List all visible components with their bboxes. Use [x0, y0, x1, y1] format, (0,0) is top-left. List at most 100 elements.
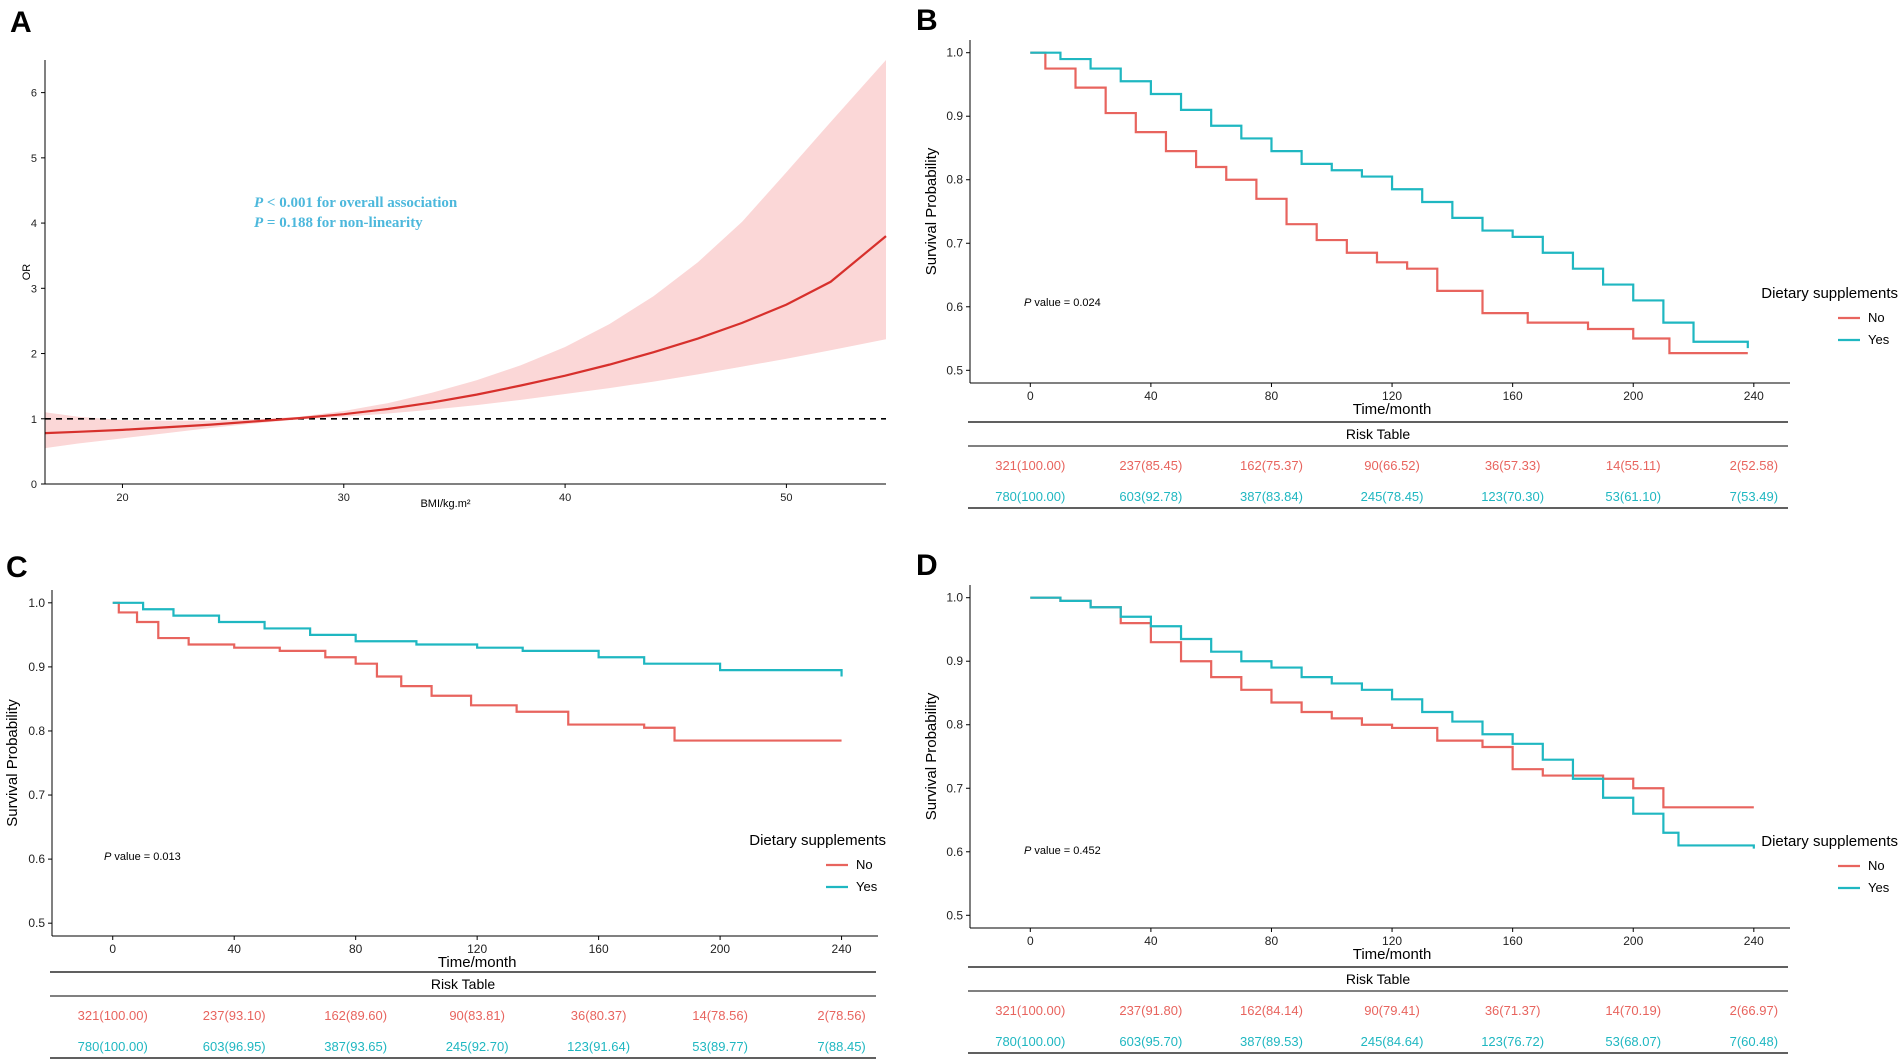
y-tick-label: 1.0 — [28, 596, 45, 610]
panel-d: D 0.5 0.6 0.7 0.8 0.9 1.0 0 40 80 120 160 200 240 Time… — [916, 549, 1898, 1054]
y-axis-title: Survival Probability — [4, 699, 21, 827]
risk-cell-yes: 7(53.49) — [1730, 489, 1778, 504]
y-tick-label: 3 — [31, 283, 37, 295]
y-tick-label: 0.9 — [28, 660, 45, 674]
risk-cell-no: 2(52.58) — [1730, 458, 1778, 473]
x-tick-label: 0 — [109, 942, 116, 956]
risk-cell-yes: 53(61.10) — [1605, 489, 1661, 504]
x-tick-label: 30 — [338, 492, 350, 504]
risk-cell-yes: 780(100.00) — [995, 1034, 1065, 1049]
x-tick-label: 0 — [1027, 934, 1034, 948]
y-tick-label: 4 — [31, 218, 37, 230]
x-axis-title: Time/month — [438, 954, 517, 971]
km-curve-no — [1030, 51, 1748, 355]
risk-cell-no: 237(93.10) — [203, 1008, 266, 1023]
y-tick-label: 0.5 — [28, 916, 45, 930]
confidence-band — [45, 60, 886, 449]
y-axis-title: OR — [21, 264, 33, 281]
km-curve-no — [112, 601, 842, 742]
y-tick-label: 0.7 — [946, 781, 963, 795]
y-tick-label: 0.7 — [28, 788, 45, 802]
y-tick-label: 1.0 — [946, 46, 963, 60]
p-value-annotation: P = 0.188 for non-linearity — [254, 215, 423, 231]
risk-table-title: Risk Table — [1346, 426, 1411, 442]
or-spline-curve — [44, 235, 887, 435]
x-tick-label: 200 — [1623, 389, 1643, 403]
risk-cell-no: 237(85.45) — [1119, 458, 1182, 473]
risk-table-title: Risk Table — [431, 976, 496, 992]
risk-cell-no: 90(79.41) — [1364, 1003, 1420, 1018]
p-symbol: P — [1024, 297, 1032, 309]
risk-cell-no: 2(78.56) — [817, 1008, 865, 1023]
x-tick-label: 50 — [780, 492, 792, 504]
y-tick-label: 2 — [31, 349, 37, 361]
legend-label-no: No — [1868, 310, 1885, 325]
annotation-text: = 0.188 for non-linearity — [263, 215, 423, 231]
p-value-label: P value = 0.024 — [1024, 297, 1101, 309]
risk-cell-no: 162(89.60) — [324, 1008, 387, 1023]
x-tick-label: 40 — [559, 492, 571, 504]
p-value-label: P value = 0.452 — [1024, 845, 1101, 857]
x-tick-label: 40 — [228, 942, 242, 956]
legend-label-yes: Yes — [1868, 880, 1890, 895]
x-tick-label: 120 — [1382, 934, 1402, 948]
legend-title: Dietary supplements — [1761, 285, 1898, 302]
y-tick-label: 0.8 — [946, 718, 963, 732]
risk-cell-no: 90(83.81) — [449, 1008, 505, 1023]
risk-cell-no: 36(80.37) — [571, 1008, 627, 1023]
x-tick-label: 40 — [1144, 934, 1158, 948]
y-tick-label: 5 — [31, 153, 37, 165]
risk-cell-yes: 123(70.30) — [1481, 489, 1544, 504]
x-tick-label: 160 — [589, 942, 609, 956]
legend-label-no: No — [856, 857, 873, 872]
y-tick-label: 6 — [31, 88, 37, 100]
panel-letter-d: D — [916, 549, 938, 582]
x-tick-label: 200 — [710, 942, 730, 956]
p-value-text: value = 0.013 — [111, 851, 180, 863]
risk-cell-yes: 603(96.95) — [203, 1039, 266, 1054]
risk-cell-yes: 123(76.72) — [1481, 1034, 1544, 1049]
x-tick-label: 80 — [349, 942, 363, 956]
y-tick-label: 0.9 — [946, 109, 963, 123]
panel-letter-b: B — [916, 4, 938, 37]
risk-cell-yes: 387(89.53) — [1240, 1034, 1303, 1049]
y-tick-label: 0.5 — [946, 908, 963, 922]
risk-cell-no: 36(71.37) — [1485, 1003, 1541, 1018]
y-tick-label: 0 — [31, 479, 37, 491]
risk-cell-yes: 7(88.45) — [817, 1039, 865, 1054]
risk-cell-no: 162(84.14) — [1240, 1003, 1303, 1018]
panel-a: A 0 1 2 3 4 5 6 20 30 40 50 BMI/kg.m² OR P < 0.001 for… — [10, 6, 887, 510]
risk-cell-yes: 780(100.00) — [995, 489, 1065, 504]
x-tick-label: 240 — [1744, 389, 1764, 403]
legend-title: Dietary supplements — [749, 832, 886, 849]
x-tick-label: 0 — [1027, 389, 1034, 403]
risk-cell-no: 36(57.33) — [1485, 458, 1541, 473]
p-symbol: P — [254, 215, 264, 231]
km-curve-yes — [1030, 596, 1755, 849]
p-value-annotation: P < 0.001 for overall association — [254, 195, 458, 211]
y-tick-label: 0.8 — [28, 724, 45, 738]
risk-cell-yes: 245(92.70) — [446, 1039, 509, 1054]
risk-cell-no: 14(78.56) — [692, 1008, 748, 1023]
risk-table-title: Risk Table — [1346, 971, 1411, 987]
risk-cell-yes: 245(84.64) — [1361, 1034, 1424, 1049]
panel-letter-c: C — [6, 551, 28, 584]
y-axis-title: Survival Probability — [923, 692, 940, 820]
x-tick-label: 240 — [1744, 934, 1764, 948]
risk-cell-no: 162(75.37) — [1240, 458, 1303, 473]
x-axis-title: Time/month — [1353, 401, 1432, 418]
risk-cell-yes: 53(68.07) — [1605, 1034, 1661, 1049]
risk-cell-no: 321(100.00) — [78, 1008, 148, 1023]
panel-letter-a: A — [10, 6, 32, 39]
y-tick-label: 0.6 — [946, 845, 963, 859]
risk-cell-yes: 387(93.65) — [324, 1039, 387, 1054]
risk-cell-yes: 7(60.48) — [1730, 1034, 1778, 1049]
p-symbol: P — [104, 851, 112, 863]
risk-cell-yes: 387(83.84) — [1240, 489, 1303, 504]
y-tick-label: 0.9 — [946, 654, 963, 668]
x-axis-title: Time/month — [1353, 946, 1432, 963]
x-tick-label: 160 — [1503, 389, 1523, 403]
x-tick-label: 160 — [1503, 934, 1523, 948]
y-tick-label: 1.0 — [946, 591, 963, 605]
risk-cell-yes: 603(95.70) — [1119, 1034, 1182, 1049]
